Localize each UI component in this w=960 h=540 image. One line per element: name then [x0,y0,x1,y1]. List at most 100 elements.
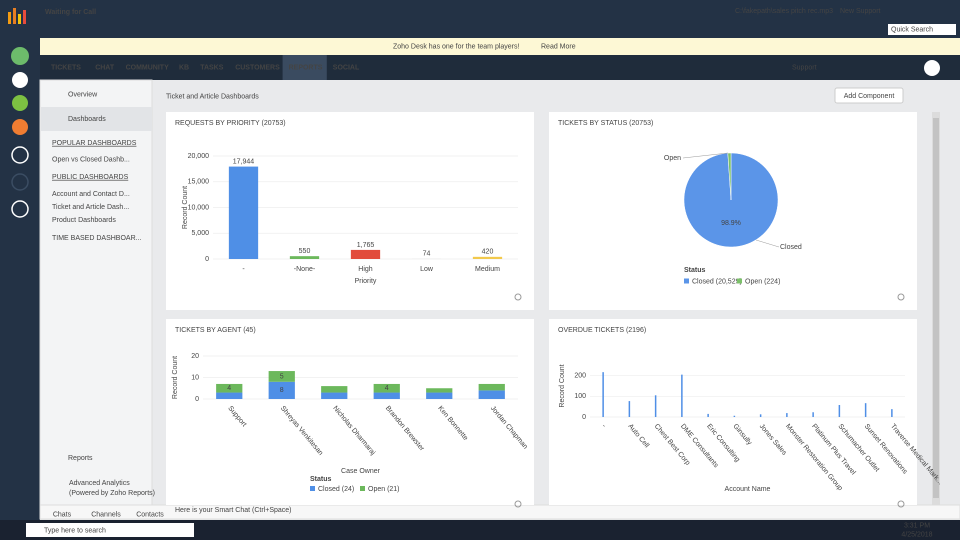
x-tick-label: -None- [294,266,316,273]
nav-tab[interactable]: KB [179,64,189,71]
user-avatar[interactable] [924,60,940,76]
bar [733,415,736,417]
sidebar-link[interactable]: Ticket and Article Dash... [52,204,129,211]
bar [289,256,320,259]
banner-link[interactable]: Read More [541,43,576,50]
disabled-icon [11,173,29,191]
panel [166,112,534,310]
bar-segment [321,386,348,393]
y-axis-label: Record Count [559,364,566,407]
nav-tab[interactable]: CHAT [95,64,115,71]
scroll-thumb[interactable] [933,118,939,498]
zoom-icon[interactable] [897,293,905,301]
add-component[interactable]: Add Component [844,93,895,100]
nav-tab[interactable]: COMMUNITY [126,64,169,71]
sidebar [39,79,153,506]
bar [681,374,683,417]
x-tick-label: Medium [475,266,500,273]
y-tick-label: 200 [574,373,586,380]
chat-item[interactable]: Chats [53,511,72,518]
panel [166,319,534,505]
y-axis-label: Record Count [182,186,189,229]
nav-tab[interactable]: TASKS [200,64,224,71]
panel-title: TICKETS BY STATUS (20753) [558,120,653,127]
page-title: Ticket and Article Dashboards [166,93,259,100]
power-icon[interactable] [11,200,29,218]
x-tick-label: High [358,266,373,273]
logo [8,8,26,24]
legend-swatch [360,486,365,491]
bar [838,405,841,417]
slice-name: Open [664,155,681,162]
value-label: 5 [280,373,284,380]
app-icon[interactable] [12,95,28,111]
bar [228,166,259,259]
sidebar-section[interactable]: PUBLIC DASHBOARDS [52,174,129,181]
banner [0,38,960,55]
value-label: 4 [385,385,389,392]
bar [350,249,381,259]
phone-icon[interactable] [11,146,29,164]
y-tick-label: 100 [574,393,586,400]
chat-input[interactable]: Here is your Smart Chat (Ctrl+Space) [175,507,292,514]
sidebar-item[interactable]: Overview [68,91,98,98]
legend-label: Closed (24) [318,486,354,493]
nav-tab[interactable]: TICKETS [51,64,81,71]
x-axis-label: Priority [355,278,377,285]
taskbar-search-box[interactable] [26,523,194,537]
y-tick-label: 20,000 [188,153,210,160]
zoom-icon[interactable] [897,500,905,508]
value-label: 17,944 [233,158,255,165]
chat-item[interactable]: Channels [91,511,121,518]
y-tick-label: 0 [195,396,199,403]
sidebar-link[interactable]: Open vs Closed Dashb... [52,156,130,163]
sidebar-section[interactable]: TIME BASED DASHBOAR... [52,235,142,242]
legend-title: Status [684,267,706,274]
nav-tab[interactable]: REPORTS [289,64,323,71]
sidebar-item[interactable]: Advanced Analytics [69,480,130,487]
add-component-button[interactable] [834,87,904,104]
zoom-icon[interactable] [514,500,522,508]
app-icon[interactable] [12,72,28,88]
legend-label: Open (224) [745,278,780,285]
quick-search[interactable]: Quick Search [891,26,933,33]
legend-label: Closed (20,529) [692,278,742,285]
callout [682,152,729,159]
taskbar-search[interactable]: Type here to search [44,527,106,534]
nav-tab[interactable]: SOCIAL [333,64,360,71]
y-tick-label: 10 [191,374,199,381]
y-tick-label: 0 [582,414,586,421]
nav-tab[interactable]: CUSTOMERS [235,64,280,71]
bar-segment [216,392,243,399]
chat-item[interactable]: Contacts [136,511,164,518]
avatar-icon[interactable] [11,47,29,65]
sidebar-link[interactable]: Account and Contact D... [52,191,130,198]
legend-label: Open (21) [368,486,400,493]
app-icon[interactable] [12,119,28,135]
x-tick-label: - [600,423,607,430]
sidebar-item[interactable]: Reports [68,455,93,462]
bar [812,412,814,417]
x-tick-label: - [242,266,245,273]
y-tick-label: 20 [191,353,199,360]
bar-segment [216,383,243,393]
x-axis-label: Account Name [725,486,771,493]
slice-name: Closed [780,244,802,251]
bar-segment [426,392,453,399]
legend-swatch [684,278,689,284]
y-tick-label: 10,000 [188,204,210,211]
bar [891,409,893,417]
legend-title: Status [310,476,332,483]
value-label: 4 [227,385,231,392]
sidebar-link[interactable]: Product Dashboards [52,217,116,224]
sidebar-subtext: (Powered by Zoho Reports) [69,490,155,497]
y-tick-label: 5,000 [191,230,209,237]
zoom-icon[interactable] [514,293,522,301]
support-menu[interactable]: Support [792,64,817,71]
quick-search-box[interactable] [888,24,956,35]
sidebar-section[interactable]: POPULAR DASHBOARDS [52,140,137,147]
bar [472,256,503,259]
sidebar-item[interactable]: Dashboards [68,116,106,123]
new-support[interactable]: New Support [840,8,881,15]
